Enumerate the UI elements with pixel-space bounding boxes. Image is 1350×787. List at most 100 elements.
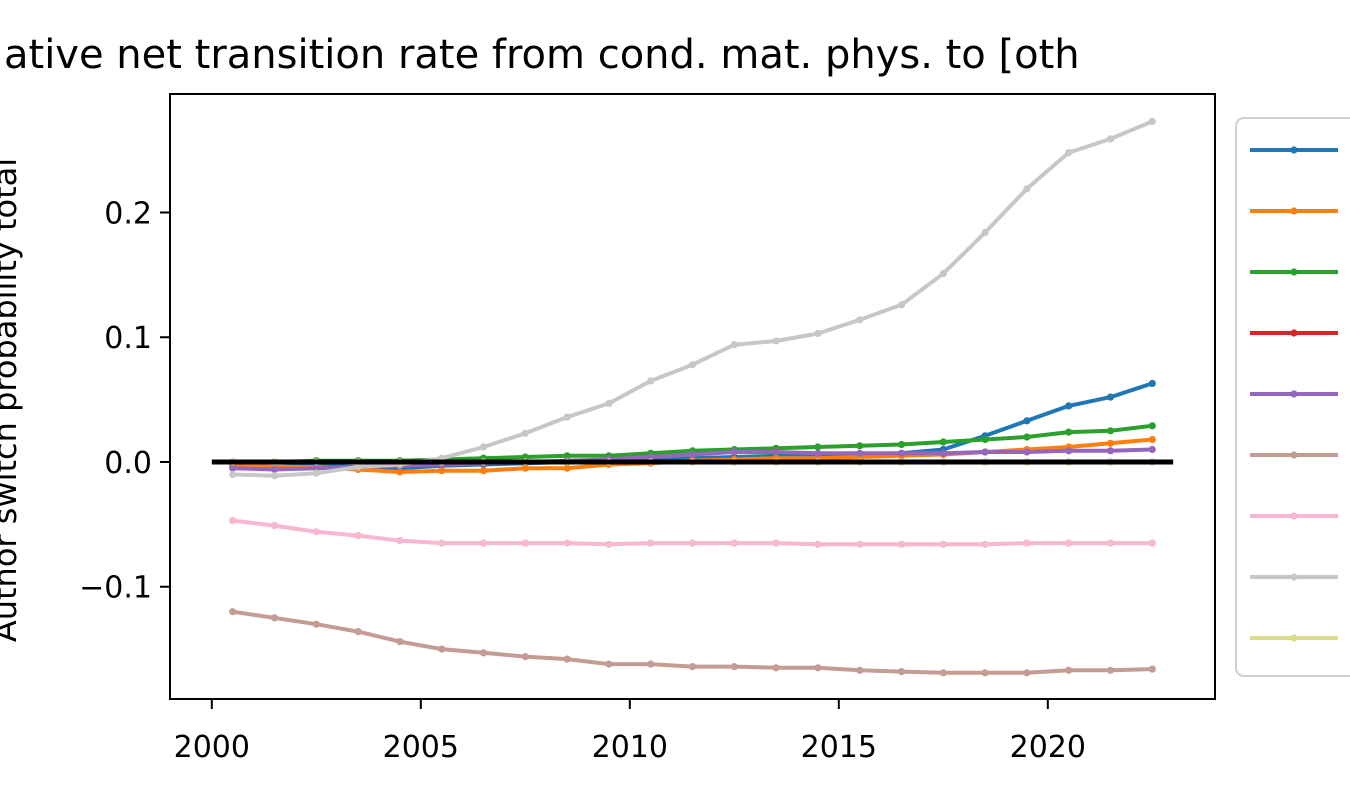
series-8-line xyxy=(232,119,1154,478)
series-6-point xyxy=(939,669,947,677)
y-axis: −0.1 0.0 0.1 0.2 xyxy=(79,197,170,606)
y-tick-label: 0.2 xyxy=(104,197,152,232)
series-7-point xyxy=(479,539,488,547)
series-7-point xyxy=(438,539,446,547)
series-8-point xyxy=(312,469,320,477)
legend-marker xyxy=(1290,207,1298,215)
series-3-point xyxy=(981,435,989,444)
series-8-point xyxy=(354,463,362,471)
series-7-point xyxy=(605,540,613,548)
y-tick-label: 0.0 xyxy=(104,446,152,481)
series-6-point xyxy=(856,666,864,674)
series-7-point xyxy=(229,517,237,525)
series-7-point xyxy=(647,539,655,547)
series-6-point xyxy=(605,660,613,668)
legend-marker xyxy=(1290,573,1298,581)
series-5-point xyxy=(897,449,906,457)
series-7-point xyxy=(730,539,738,547)
series-6-point xyxy=(688,663,697,671)
series-6-point xyxy=(563,655,571,663)
series-8-point xyxy=(1023,185,1031,193)
series-6-point xyxy=(396,638,404,646)
legend-entry-4 xyxy=(1250,329,1338,337)
legend-entry-6 xyxy=(1250,451,1338,459)
series-5-point xyxy=(1106,447,1115,455)
series-8-point xyxy=(270,472,279,480)
series-8-point xyxy=(647,377,655,385)
series-3-point xyxy=(939,438,947,446)
series-5-point xyxy=(1148,445,1156,454)
series-5-point xyxy=(981,448,989,456)
legend-entry-9 xyxy=(1250,634,1338,642)
series-7-point xyxy=(939,540,947,548)
series-6-point xyxy=(772,664,780,672)
chart-title: ative net transition rate from cond. mat… xyxy=(4,32,1080,78)
series-6-point xyxy=(981,669,989,677)
series-7-point xyxy=(856,540,864,548)
series-2-point xyxy=(396,468,404,476)
series-8-point xyxy=(688,361,697,369)
x-tick-label: 2020 xyxy=(1010,730,1086,765)
series-6-point xyxy=(229,608,237,616)
series-8-point xyxy=(856,316,864,324)
series-5-point xyxy=(1023,448,1031,456)
series-8 xyxy=(229,117,1156,480)
series-5-point xyxy=(229,464,237,472)
series-7-point xyxy=(396,537,404,545)
legend-entry-5 xyxy=(1250,390,1338,398)
legend-entry-3 xyxy=(1250,268,1338,276)
y-axis-label: Author switch probability total xyxy=(0,158,24,642)
legend-marker xyxy=(1290,451,1298,459)
series-2-point xyxy=(438,467,446,475)
series-1-point xyxy=(1023,417,1031,425)
series-6-point xyxy=(1106,666,1115,674)
series-6-point xyxy=(521,653,529,661)
series-8-point xyxy=(730,341,738,349)
series-7-point xyxy=(1023,539,1031,547)
series-6-point xyxy=(438,645,446,653)
x-tick-label: 2015 xyxy=(801,730,877,765)
series-6-point xyxy=(647,660,655,668)
series-8-point xyxy=(897,301,906,309)
y-tick-label: −0.1 xyxy=(79,571,152,606)
y-axis-label-group: Author switch probability total xyxy=(0,158,24,642)
series-5-point xyxy=(1065,447,1073,455)
series-6-point xyxy=(897,668,906,676)
series-5-point xyxy=(939,449,947,457)
series-5-point xyxy=(270,465,279,474)
series-6-point xyxy=(1023,669,1031,677)
series-5-point xyxy=(647,453,655,461)
legend-marker xyxy=(1290,329,1298,337)
series-6-point xyxy=(814,664,822,672)
series-2-point xyxy=(1148,435,1156,444)
x-tick-label: 2010 xyxy=(592,730,668,765)
series-2-point xyxy=(563,464,571,472)
series-6-point xyxy=(1148,665,1156,673)
series-7-point xyxy=(772,539,780,547)
series-1-point xyxy=(1065,402,1073,410)
legend-entry-8 xyxy=(1250,573,1338,581)
x-axis: 2000 2005 2010 2015 2020 xyxy=(174,699,1086,765)
x-tick-label: 2000 xyxy=(174,730,250,765)
series-8-point xyxy=(1065,149,1073,157)
series-3-point xyxy=(814,443,822,451)
series-8-point xyxy=(939,270,947,278)
series-6 xyxy=(229,608,1156,677)
series-6-point xyxy=(479,649,488,657)
series-8-point xyxy=(1148,117,1156,125)
series-8-point xyxy=(981,228,989,237)
legend-marker xyxy=(1290,146,1298,154)
series-7-point xyxy=(354,532,362,540)
series-6-point xyxy=(1065,666,1073,674)
series-5-point xyxy=(312,464,320,472)
legend-marker xyxy=(1290,512,1298,520)
series-7-point xyxy=(1106,539,1115,547)
series-5-point xyxy=(814,449,822,457)
series-6-point xyxy=(312,620,320,628)
series-8-point xyxy=(772,337,780,345)
series-2-point xyxy=(1106,439,1115,447)
series-7-point xyxy=(814,540,822,548)
series-6-point xyxy=(730,663,738,671)
series-5-point xyxy=(688,450,697,459)
